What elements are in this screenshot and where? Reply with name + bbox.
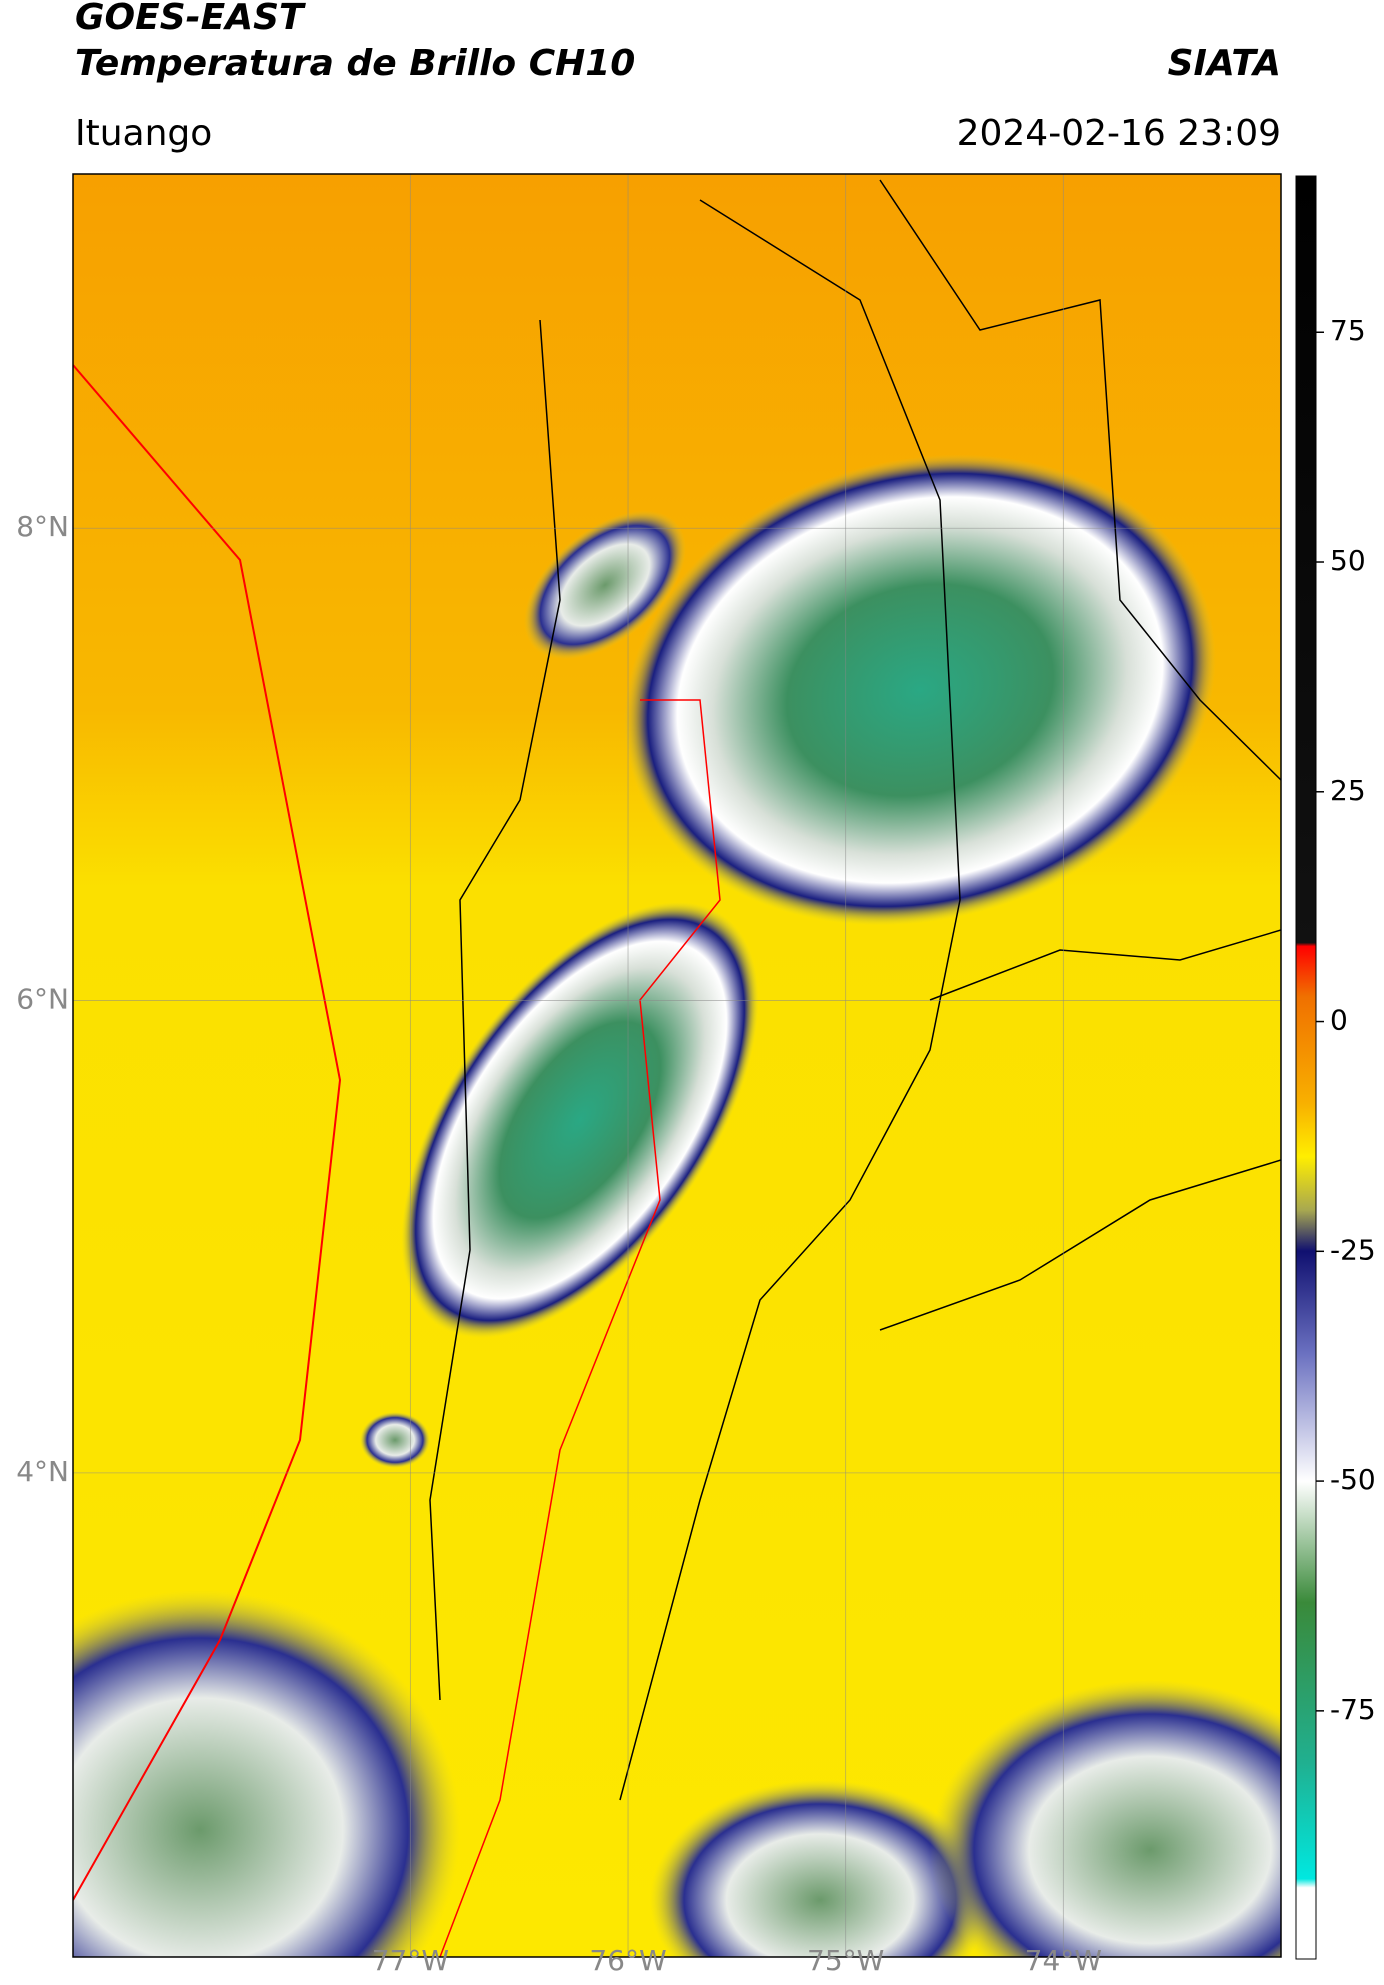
cloud — [401, 902, 759, 1338]
colorbar-tick-label: -25 — [1330, 1233, 1376, 1266]
cloud — [930, 1680, 1281, 1957]
datetime: 2024-02-16 23:09 — [957, 113, 1281, 154]
boundary — [879, 929, 1281, 1331]
colorbar-tick-label: -75 — [1330, 1693, 1376, 1726]
cloud — [524, 510, 686, 660]
boundary — [879, 179, 1281, 781]
map — [73, 174, 1281, 1957]
cloud — [360, 1412, 430, 1468]
coastline — [73, 364, 342, 1901]
colorbar — [1295, 175, 1317, 1960]
source: SIATA — [1168, 43, 1281, 84]
colorbar-tick-label: -50 — [1330, 1463, 1376, 1496]
lon-tick-label: 75°W — [807, 1944, 884, 1977]
lat-tick-label: 4°N — [16, 1455, 69, 1488]
map-frame — [72, 173, 1282, 1958]
lon-tick-label: 76°W — [589, 1944, 666, 1977]
colorbar-tick-label: 0 — [1330, 1004, 1348, 1037]
colorbar-tick-label: 75 — [1330, 314, 1366, 347]
location: Ituango — [75, 113, 212, 154]
boundary — [439, 699, 721, 1957]
subtitle: Temperatura de Brillo CH10 — [75, 43, 635, 84]
lon-tick-label: 77°W — [372, 1944, 449, 1977]
cloud — [624, 454, 1216, 926]
cloud — [73, 1590, 460, 1957]
boundary — [429, 319, 561, 1701]
cloud — [650, 1780, 990, 1957]
lon-tick-label: 74°W — [1025, 1944, 1102, 1977]
colorbar-tick-label: 50 — [1330, 544, 1366, 577]
colorbar-tick-label: 25 — [1330, 774, 1366, 807]
lat-tick-label: 6°N — [16, 983, 69, 1016]
title: GOES-EAST — [75, 0, 306, 38]
graticule — [73, 174, 1281, 1957]
boundary — [619, 199, 961, 1801]
lat-tick-label: 8°N — [16, 510, 69, 543]
